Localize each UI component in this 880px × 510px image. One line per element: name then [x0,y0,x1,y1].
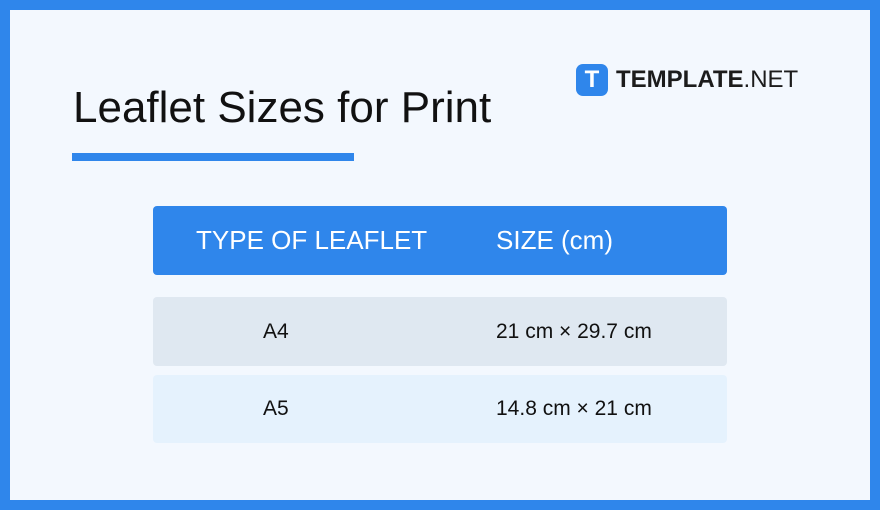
table-row: A5 14.8 cm × 21 cm [153,375,727,443]
cell-size: 14.8 cm × 21 cm [496,397,652,420]
logo: T TEMPLATE.NET [576,64,798,96]
page-title: Leaflet Sizes for Print [73,83,492,132]
logo-text: TEMPLATE [616,66,744,93]
logo-icon: T [576,64,608,96]
infographic-card: Leaflet Sizes for Print T TEMPLATE.NET T… [10,10,870,500]
table-header: TYPE OF LEAFLET SIZE (cm) [153,206,727,275]
cell-size: 21 cm × 29.7 cm [496,319,652,343]
header-type: TYPE OF LEAFLET [196,225,428,255]
header-size: SIZE (cm) [496,225,613,255]
title-underline [72,153,354,161]
cell-type: A4 [263,319,289,343]
logo-suffix: .NET [743,66,799,93]
cell-type: A5 [263,397,289,420]
table-row: A4 21 cm × 29.7 cm [153,297,727,366]
